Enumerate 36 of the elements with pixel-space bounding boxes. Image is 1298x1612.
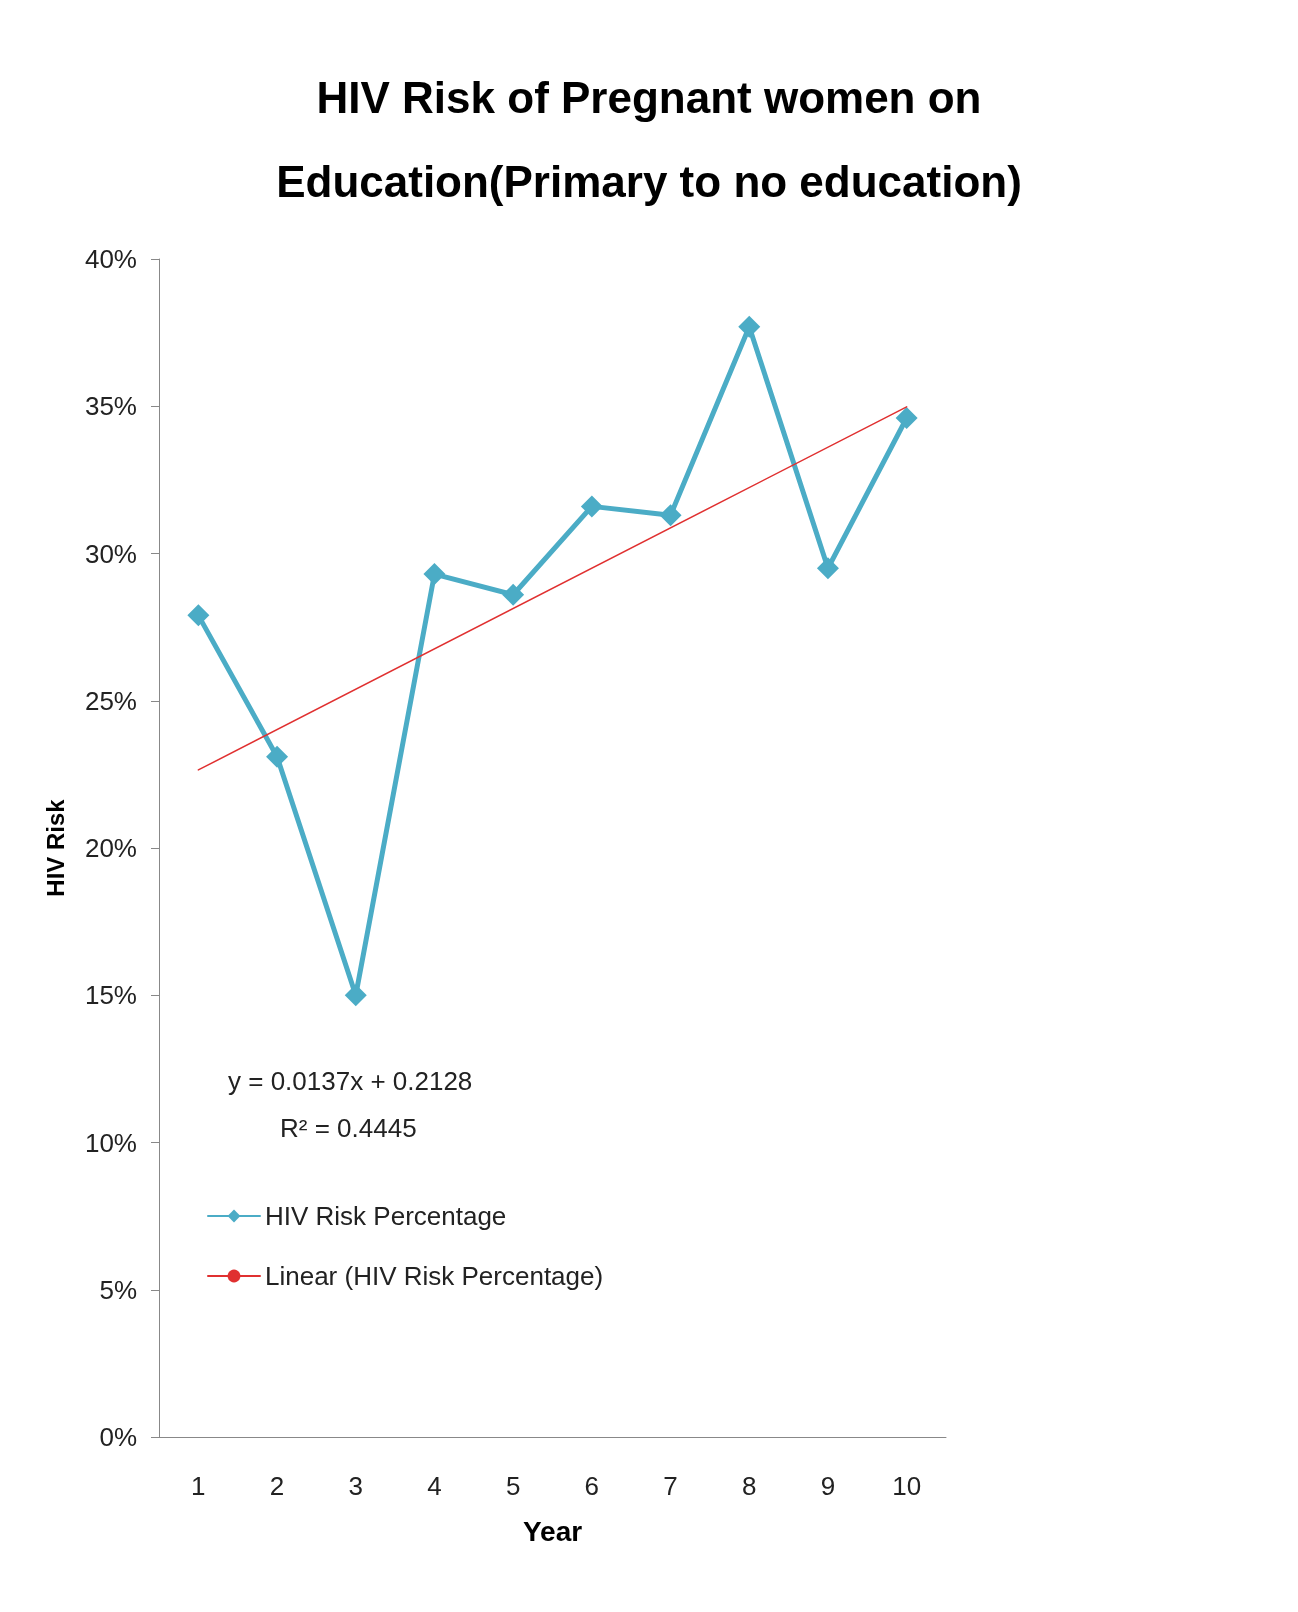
x-tick-label: 5 <box>505 1471 521 1501</box>
legend-label: Linear (HIV Risk Percentage) <box>265 1261 604 1291</box>
x-axis-title: Year <box>522 1515 583 1547</box>
point <box>738 315 761 338</box>
annotation: R² = 0.4445 <box>280 1113 417 1143</box>
point <box>344 984 367 1007</box>
y-tick-label: 15% <box>84 980 137 1011</box>
x-tick-label: 1 <box>191 1471 206 1501</box>
legend-label: HIV Risk Percentage <box>265 1201 507 1231</box>
point <box>187 604 210 627</box>
chart-title: HIV Risk of Pregnant women on Education(Primary to no education) <box>276 72 1022 206</box>
point <box>580 495 603 518</box>
point <box>895 407 918 430</box>
x-tick-label: 10 <box>892 1471 922 1501</box>
point <box>502 583 525 606</box>
point <box>816 557 839 580</box>
point <box>659 504 682 527</box>
y-tick-label: 35% <box>84 391 137 422</box>
x-tick-label: 6 <box>584 1471 600 1501</box>
x-tick-label: 7 <box>663 1471 678 1501</box>
x-tick-label: 4 <box>427 1471 442 1501</box>
x-tick-label: 9 <box>820 1471 836 1501</box>
point <box>266 745 289 768</box>
y-tick-label: 5% <box>99 1274 137 1305</box>
y-tick-label: 20% <box>84 833 137 863</box>
x-tick-label: 8 <box>742 1471 757 1501</box>
y-tick-label: 25% <box>84 685 137 716</box>
y-tick-label: 10% <box>84 1127 137 1158</box>
y-tick-label: 30% <box>84 538 137 569</box>
y-axis-title: HIV Risk <box>41 798 69 897</box>
x-tick-label: 2 <box>269 1471 285 1501</box>
annotation: y = 0.0137x + 0.2128 <box>228 1066 473 1096</box>
x-tick-label: 3 <box>348 1471 363 1501</box>
point <box>423 563 446 586</box>
y-tick-label: 0% <box>99 1422 137 1452</box>
y-tick-label: 40% <box>84 244 137 274</box>
